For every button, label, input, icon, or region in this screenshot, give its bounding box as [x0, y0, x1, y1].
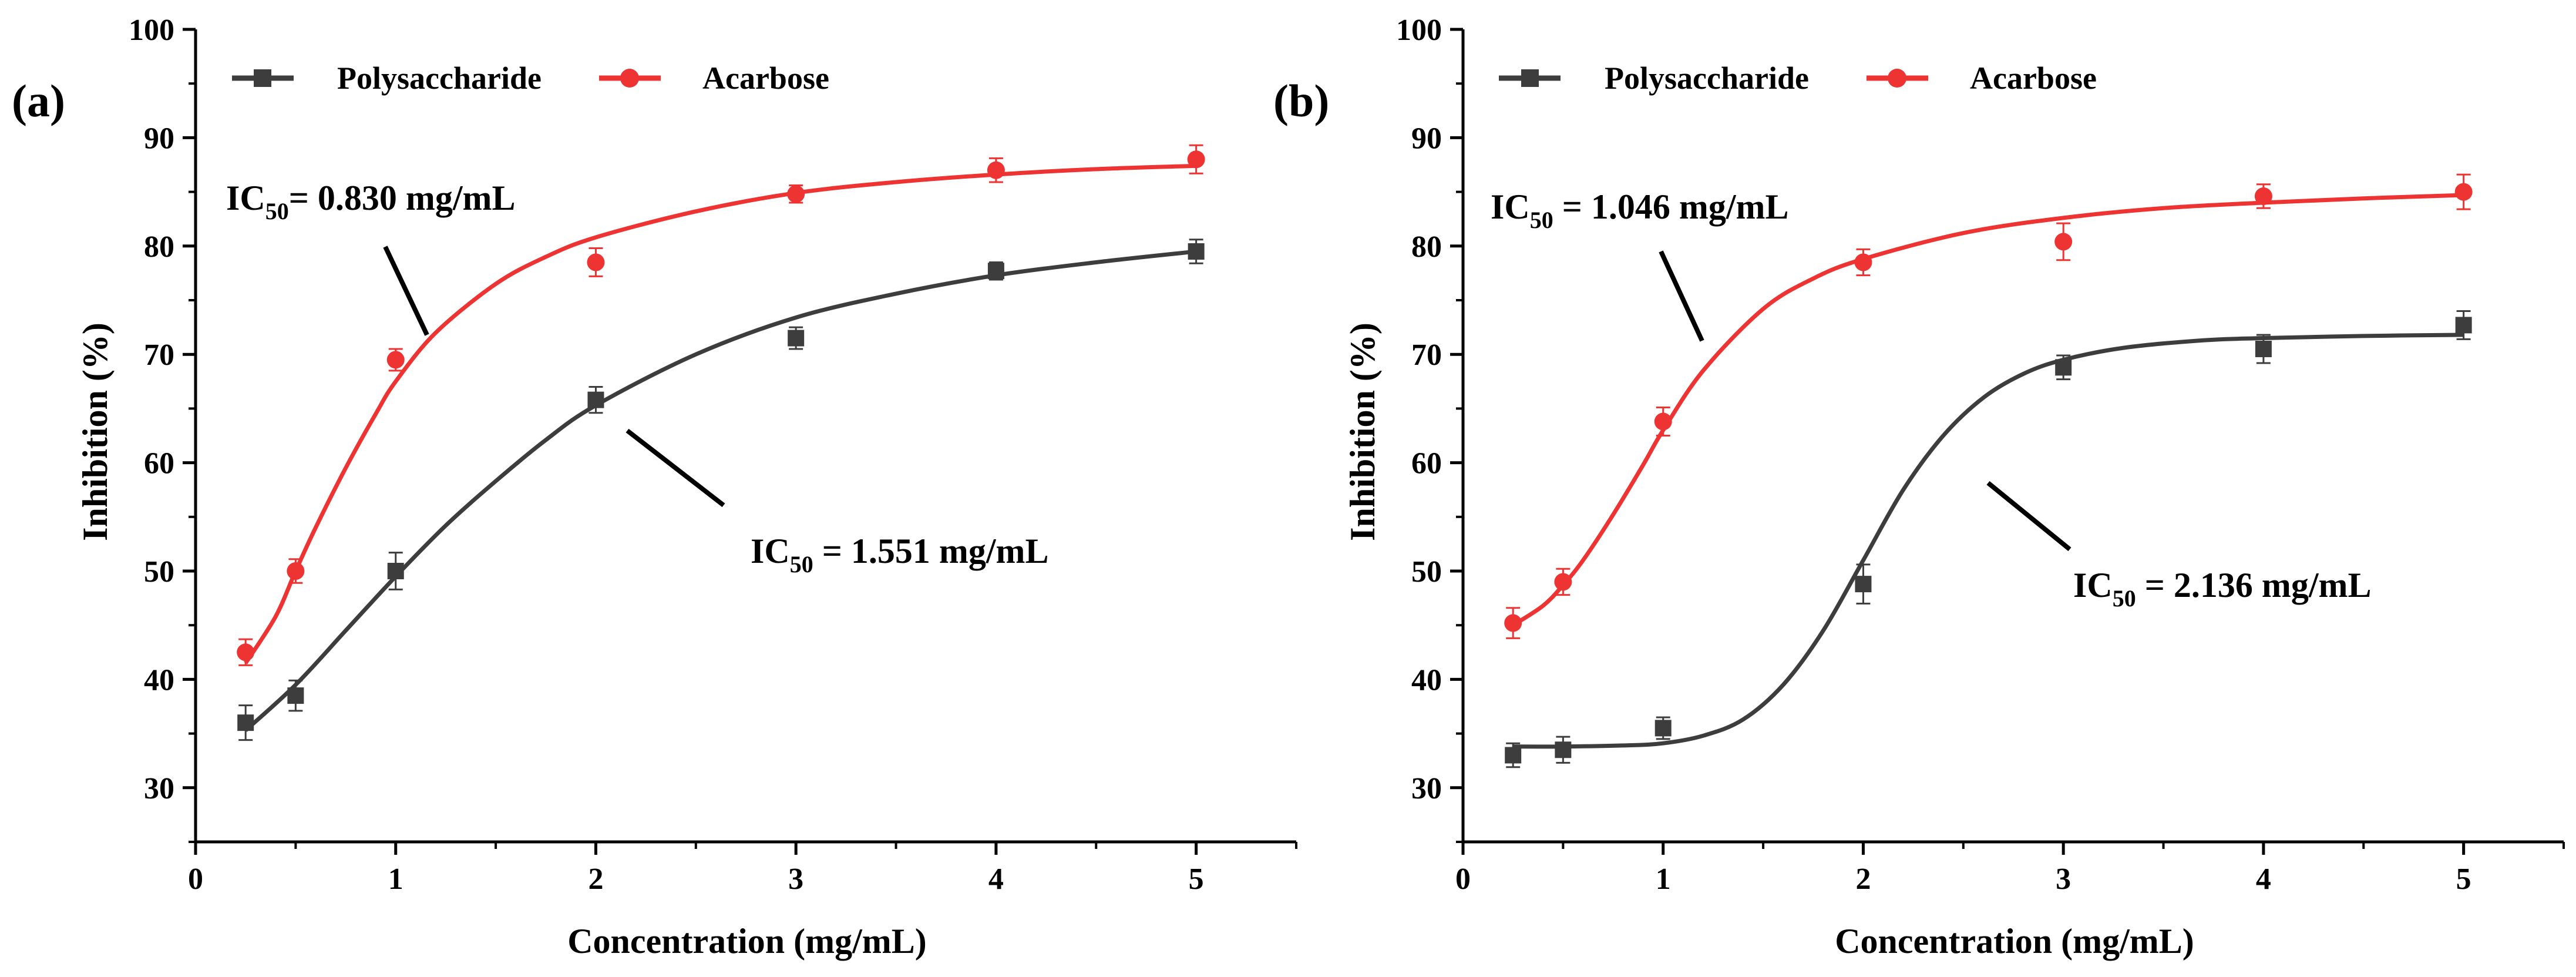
panel-b-legend-acarbose-label: Acarbose: [1970, 61, 2097, 96]
panel-a-y-axis-title: Inhibition (%): [76, 323, 115, 541]
panel-a-y-tick-label: 40: [144, 663, 174, 697]
panel-b-polysaccharide-point: [2055, 359, 2072, 376]
panel-a-x-tick-label: 1: [388, 862, 403, 896]
panel-a-annotation-polysaccharide: IC50 = 1.551 mg/mL: [625, 428, 1049, 578]
panel-a-x-tick-label: 5: [1189, 862, 1204, 896]
panel-b-polysaccharide-point: [1855, 576, 1872, 593]
panel-a-ic50-polysaccharide: IC50 = 1.551 mg/mL: [751, 532, 1049, 578]
panel-a-legend-polysaccharide-label: Polysaccharide: [337, 61, 542, 96]
panel-a-y-tick-label: 30: [144, 772, 174, 805]
panel-b-x-tick-label: 5: [2456, 862, 2471, 896]
panel-a-acarbose-point: [987, 161, 1005, 179]
panel-b-y-tick-label: 60: [1411, 447, 1442, 481]
panel-b-polysaccharide-point: [1555, 741, 1572, 758]
panel-b-y-tick-label: 80: [1411, 230, 1442, 264]
panel-b-y-tick-label: 50: [1411, 555, 1442, 589]
panel-a-x-tick-label: 4: [988, 862, 1004, 896]
panel-b-x-tick-label: 2: [1855, 862, 1871, 896]
panel-b-acarbose-point: [1654, 412, 1672, 431]
panel-a-legend-acarbose-marker: [620, 69, 639, 88]
panel-b-leader-line-acarbose: [1659, 250, 1704, 342]
panel-b-y-axis-title: Inhibition (%): [1343, 323, 1382, 541]
panel-a-legend: Polysaccharide Acarbose: [232, 61, 829, 96]
panel-a-ic50-acarbose: IC50= 0.830 mg/mL: [226, 179, 516, 224]
panel-a-polysaccharide-point: [788, 330, 805, 347]
panel-b-polysaccharide-point: [1505, 747, 1522, 764]
panel-a-y-tick-label: 80: [144, 230, 174, 264]
panel-b-label: (b): [1273, 75, 1329, 126]
panel-a-acarbose-point: [287, 562, 305, 580]
panel-a-polysaccharide-point: [237, 714, 254, 731]
panel-a-polysaccharide-point: [587, 391, 604, 408]
panel-a-acarbose-fit-curve: [244, 163, 1196, 664]
panel-a-polysaccharide-point: [387, 563, 404, 579]
panel-a-acarbose-point: [587, 253, 605, 271]
panel-b-acarbose-fit-curve: [1512, 193, 2464, 627]
panel-a-polysaccharide-point: [987, 263, 1004, 280]
panel-a-polysaccharide-point: [287, 687, 304, 704]
panel-b-polysaccharide-fit-curve: [1513, 333, 2464, 749]
panel-b-annotation-acarbose: IC50 = 1.046 mg/mL: [1491, 187, 1789, 342]
panel-b-legend-polysaccharide-label: Polysaccharide: [1605, 61, 1809, 96]
panel-a-x-tick-label: 2: [588, 862, 603, 896]
panel-b-y-tick-label: 70: [1411, 338, 1442, 372]
panel-b-y-tick-label: 90: [1411, 122, 1442, 155]
panel-b-y-tick-label: 30: [1411, 772, 1442, 805]
panel-a-legend-acarbose-label: Acarbose: [702, 61, 829, 96]
panel-b: (b) 0 1 2 3 4 5 30 40 50 60 70 80 90 100 Concentratio…: [1273, 14, 2565, 961]
panel-a-legend-polysaccharide-marker: [254, 69, 271, 87]
panel-b-acarbose-point: [1504, 614, 1522, 632]
panel-b-x-tick-label: 0: [1455, 862, 1471, 896]
panel-b-acarbose-point: [1554, 573, 1572, 591]
panel-b-acarbose-point: [2454, 183, 2473, 201]
panel-a-y-tick-label: 70: [144, 338, 174, 372]
panel-b-polysaccharide-point: [2455, 317, 2472, 334]
panel-b-y-tick-label: 40: [1411, 663, 1442, 697]
panel-a-annotation-acarbose: IC50= 0.830 mg/mL: [226, 179, 516, 336]
panel-a-acarbose-point: [1187, 150, 1205, 169]
panel-b-y-tick-label: 100: [1396, 14, 1442, 47]
panel-b-acarbose-point: [2054, 233, 2073, 251]
panel-a-acarbose-point: [386, 351, 405, 369]
panel-b-legend-polysaccharide-marker: [1521, 69, 1539, 87]
panel-b-annotation-polysaccharide: IC50 = 2.136 mg/mL: [1986, 481, 2372, 612]
panel-b-leader-line-polysaccharide: [1986, 481, 2071, 552]
panel-b-legend: Polysaccharide Acarbose: [1499, 61, 2097, 96]
panel-a-x-tick-label: 3: [788, 862, 803, 896]
panel-a-leader-line-acarbose: [383, 246, 429, 336]
panel-b-polysaccharide-point: [2255, 340, 2272, 357]
panel-a-polysaccharide-point: [1188, 243, 1205, 260]
panel-b-polysaccharide-point: [1654, 720, 1672, 737]
panel-b-legend-acarbose-marker: [1888, 69, 1906, 88]
panel-b-x-tick-label: 1: [1656, 862, 1671, 896]
panel-b-ic50-polysaccharide: IC50 = 2.136 mg/mL: [2073, 566, 2372, 612]
panel-a-y-tick-label: 100: [129, 14, 174, 47]
panel-b-ic50-acarbose: IC50 = 1.046 mg/mL: [1491, 187, 1789, 233]
panel-a-polysaccharide-fit-curve: [244, 249, 1196, 732]
panel-a-leader-line-polysaccharide: [625, 428, 725, 508]
panel-a-plot-area: 0 1 2 3 4 5 30 40 50 60 70 80 90 100: [129, 14, 1297, 896]
panel-a-x-tick-label: 0: [188, 862, 203, 896]
panel-a-y-tick-label: 90: [144, 122, 174, 155]
panel-a-label: (a): [12, 75, 65, 126]
panel-a: (a) 0 1 2 3 4 5 30 40 50 60 70 80 90 100 Concentratio…: [12, 14, 1297, 961]
panel-b-acarbose-point: [1854, 253, 1872, 271]
panel-a-y-tick-label: 60: [144, 447, 174, 481]
panel-a-y-tick-label: 50: [144, 555, 174, 589]
panel-a-acarbose-point: [787, 185, 805, 203]
panel-b-x-tick-label: 4: [2256, 862, 2271, 896]
panel-b-x-axis-title: Concentration (mg/mL): [1835, 922, 2194, 961]
panel-a-x-axis-title: Concentration (mg/mL): [567, 922, 927, 961]
panel-b-plot-area: 0 1 2 3 4 5 30 40 50 60 70 80 90 100: [1396, 14, 2565, 896]
panel-b-x-tick-label: 3: [2056, 862, 2071, 896]
panel-b-acarbose-point: [2254, 187, 2272, 205]
panel-a-acarbose-point: [237, 643, 255, 662]
